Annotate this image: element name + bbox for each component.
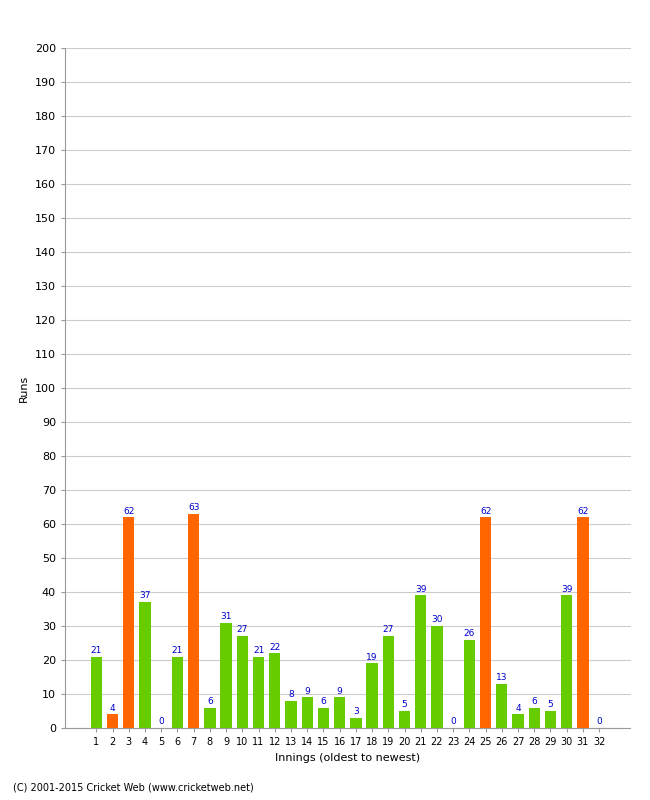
Text: 21: 21	[253, 646, 265, 655]
Bar	[139, 602, 151, 728]
Text: 4: 4	[515, 704, 521, 713]
Text: 39: 39	[561, 585, 573, 594]
Bar	[123, 518, 135, 728]
Bar	[399, 711, 410, 728]
Bar	[285, 701, 296, 728]
Bar	[253, 657, 265, 728]
Bar	[577, 518, 589, 728]
Text: 62: 62	[123, 506, 135, 515]
Text: 13: 13	[496, 673, 508, 682]
Text: 5: 5	[547, 700, 553, 710]
Text: 0: 0	[450, 718, 456, 726]
Text: 6: 6	[207, 697, 213, 706]
Bar	[350, 718, 361, 728]
Bar	[383, 636, 394, 728]
Text: 6: 6	[531, 697, 537, 706]
Bar	[463, 640, 475, 728]
Text: 27: 27	[237, 626, 248, 634]
Text: 27: 27	[383, 626, 394, 634]
Bar	[172, 657, 183, 728]
Bar	[561, 595, 573, 728]
Bar	[528, 707, 540, 728]
Text: 30: 30	[431, 615, 443, 624]
Text: 0: 0	[596, 718, 602, 726]
Bar	[204, 707, 216, 728]
Text: 62: 62	[480, 506, 491, 515]
Text: (C) 2001-2015 Cricket Web (www.cricketweb.net): (C) 2001-2015 Cricket Web (www.cricketwe…	[13, 782, 254, 792]
Text: 9: 9	[337, 686, 343, 696]
Text: 19: 19	[367, 653, 378, 662]
Bar	[496, 684, 508, 728]
Bar	[188, 514, 200, 728]
Text: 9: 9	[304, 686, 310, 696]
Text: 26: 26	[463, 629, 475, 638]
Text: 0: 0	[159, 718, 164, 726]
Bar	[318, 707, 329, 728]
Bar	[512, 714, 524, 728]
Text: 39: 39	[415, 585, 426, 594]
Bar	[237, 636, 248, 728]
Text: 5: 5	[402, 700, 408, 710]
Bar	[91, 657, 102, 728]
Text: 63: 63	[188, 503, 200, 512]
Bar	[367, 663, 378, 728]
Text: 62: 62	[577, 506, 589, 515]
Bar	[269, 653, 280, 728]
Text: 31: 31	[220, 612, 232, 621]
Bar	[545, 711, 556, 728]
Text: 21: 21	[172, 646, 183, 655]
Text: 3: 3	[353, 707, 359, 716]
Bar	[334, 698, 345, 728]
Y-axis label: Runs: Runs	[20, 374, 29, 402]
Bar	[107, 714, 118, 728]
Text: 21: 21	[91, 646, 102, 655]
Text: 6: 6	[320, 697, 326, 706]
X-axis label: Innings (oldest to newest): Innings (oldest to newest)	[275, 753, 421, 762]
Bar	[302, 698, 313, 728]
Text: 22: 22	[269, 642, 280, 651]
Bar	[431, 626, 443, 728]
Bar	[415, 595, 426, 728]
Bar	[220, 622, 232, 728]
Text: 8: 8	[288, 690, 294, 699]
Text: 37: 37	[139, 591, 151, 601]
Text: 4: 4	[110, 704, 116, 713]
Bar	[480, 518, 491, 728]
